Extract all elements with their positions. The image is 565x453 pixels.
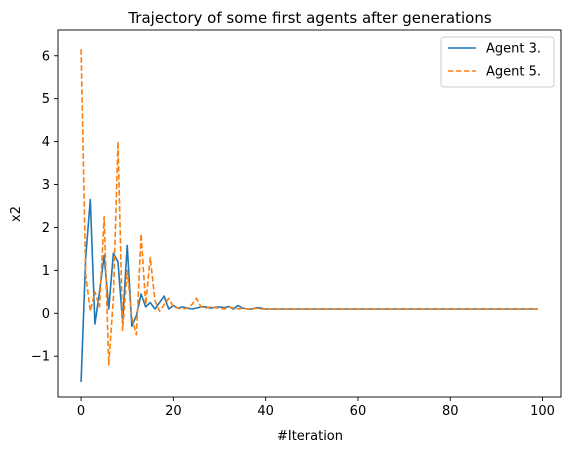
y-tick-label: −1	[31, 350, 50, 365]
y-tick-label: 2	[42, 221, 50, 236]
legend-label-1: Agent 3.	[486, 42, 541, 57]
y-tick-label: 6	[42, 49, 50, 64]
legend: Agent 3. Agent 5.	[440, 36, 555, 88]
chart-title: Trajectory of some first agents after ge…	[127, 9, 491, 27]
y-tick-label: 3	[42, 178, 50, 193]
axes: 0 20 40 60 80 100 −1 0 1 2 3 4 5 6	[31, 49, 555, 419]
y-tick-label: 4	[42, 135, 50, 150]
legend-box	[440, 36, 555, 88]
series-line-1	[80, 198, 538, 383]
y-axis-label: x2	[9, 206, 24, 222]
y-tick-label: 1	[42, 264, 50, 279]
x-tick-label: 60	[350, 404, 367, 419]
x-axis-label: #Iteration	[277, 429, 343, 444]
x-tick-label: 40	[257, 404, 274, 419]
plot-frame	[57, 29, 562, 398]
y-tick-label: 5	[42, 92, 50, 107]
y-tick-label: 0	[42, 307, 50, 322]
x-tick-label: 0	[77, 404, 85, 419]
x-tick-label: 80	[442, 404, 459, 419]
plot-area	[80, 49, 538, 383]
legend-label-2: Agent 5.	[486, 65, 541, 80]
x-tick-label: 100	[530, 404, 555, 419]
series-line-2	[80, 49, 538, 366]
x-tick-label: 20	[165, 404, 182, 419]
